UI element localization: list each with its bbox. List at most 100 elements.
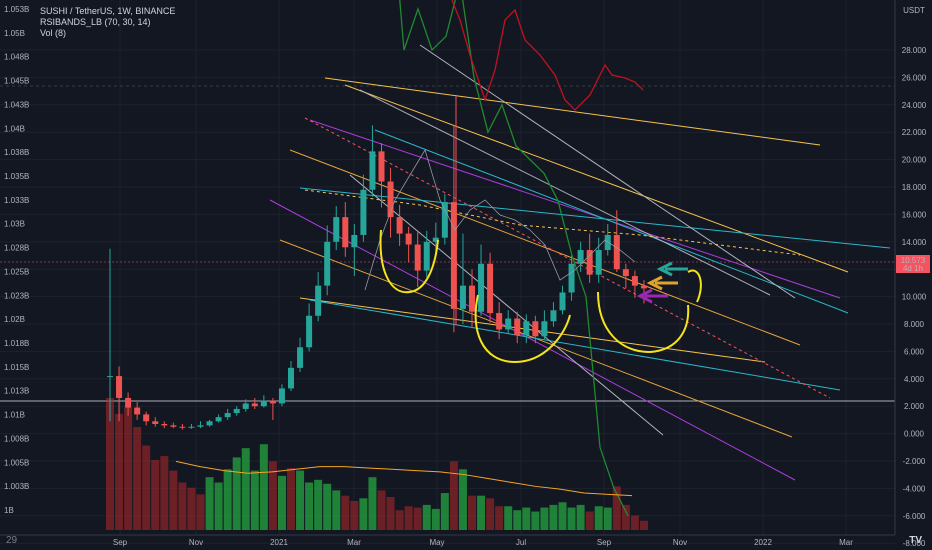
candle-body [179, 426, 186, 428]
candle-body [414, 244, 421, 271]
volume-bar [576, 504, 585, 530]
left-tick-label: 1.04B [4, 124, 25, 133]
volume-bar [115, 413, 124, 530]
volume-bar [178, 482, 187, 530]
time-label: 2022 [754, 538, 772, 547]
trend-lines [269, 44, 891, 481]
left-tick-label: 1B [4, 506, 14, 515]
trend-line [344, 84, 849, 273]
candle-body [107, 376, 113, 378]
volume-bar [522, 507, 531, 530]
candle-body [242, 403, 249, 409]
candle-body [432, 237, 439, 242]
volume-bar [594, 506, 603, 530]
candle-body [514, 318, 521, 335]
trend-line [299, 187, 891, 249]
time-axis-labels: Sep Nov 2021 Mar May Jul Sep Nov 2022 Mar [113, 538, 853, 547]
left-tick-label: 1.05B [4, 29, 25, 38]
candle-body [586, 250, 593, 275]
volume-bar [449, 461, 458, 530]
price-badge [896, 255, 930, 273]
volume-bar [621, 504, 630, 530]
candle-body [459, 285, 466, 309]
time-label: Nov [673, 538, 687, 547]
volume-bar [422, 504, 431, 530]
left-tick-label: 1.02B [4, 315, 25, 324]
left-tick-label: 1.013B [4, 387, 29, 396]
axis-unit: USDT [903, 6, 925, 15]
left-tick-label: 1.038B [4, 148, 29, 157]
candle-body [360, 189, 367, 235]
right-axis-ticks: 28.000 26.000 24.000 22.000 20.000 18.000 16.0… [902, 46, 927, 548]
volume-bar [486, 498, 495, 530]
volume-bar [323, 483, 332, 530]
left-tick-label: 1.015B [4, 363, 29, 372]
volume-bar [124, 407, 133, 530]
volume-bar [241, 448, 250, 530]
left-tick-label: 1.018B [4, 339, 29, 348]
tradingview-logo[interactable]: TV [909, 535, 922, 546]
time-label: Nov [189, 538, 203, 547]
volume-bar [495, 506, 504, 530]
candle-body [170, 425, 177, 427]
candle-body [116, 376, 123, 398]
symbol-title[interactable]: SUSHI / TetherUS, 1W, BINANCE [40, 6, 176, 16]
candle-body [297, 347, 304, 368]
candle-body [568, 263, 575, 293]
hand-drawn-curve [597, 291, 690, 354]
candle-body [233, 408, 240, 414]
candle-body [559, 292, 566, 311]
left-tick-label: 1.03B [4, 220, 25, 229]
price-badge-countdown: 4d 1h [903, 264, 923, 273]
volume-bar [187, 487, 196, 530]
volume-bar [350, 500, 359, 530]
candle-body [604, 234, 611, 251]
hand-drawn-curve [687, 269, 702, 303]
candle-body [396, 217, 403, 234]
footer-left-label: 29 [6, 535, 18, 546]
indicator-rsibands-label[interactable]: RSIBANDS_LB (70, 30, 14) [40, 17, 151, 27]
candle-body [324, 241, 331, 286]
candle-body [640, 285, 647, 289]
candle-body [487, 263, 494, 314]
volume-bar [639, 520, 648, 530]
volume-bar [549, 504, 558, 530]
right-tick-label: 10.000 [902, 293, 927, 302]
right-axis-panel[interactable] [895, 0, 932, 550]
volume-bar [305, 482, 314, 530]
candle-body [351, 234, 358, 248]
trend-line [359, 89, 771, 296]
candle-body [333, 217, 340, 242]
candle-body [541, 321, 548, 337]
candle-body [161, 424, 168, 426]
hand-drawn-curve [379, 229, 439, 294]
candle-body [387, 181, 394, 218]
volume-bar [368, 477, 377, 530]
candle-body [378, 151, 385, 182]
right-tick-label: 0.000 [904, 430, 925, 439]
indicator-volume-label[interactable]: Vol (8) [40, 28, 67, 38]
volume-bar [259, 444, 268, 530]
volume-bar [404, 506, 413, 530]
candle-body [613, 234, 620, 270]
candle-body [631, 276, 638, 286]
volume-bar [440, 493, 449, 530]
price-badge-value: 10.573 [901, 256, 926, 265]
right-tick-label: 24.000 [902, 101, 927, 110]
volume-bar [504, 506, 513, 530]
volume-bar [377, 490, 386, 530]
trend-line [269, 199, 796, 481]
right-tick-label: -6.000 [903, 512, 926, 521]
candle-body [269, 400, 276, 404]
volume-bar [142, 445, 151, 530]
volume-bar [314, 479, 323, 530]
left-tick-label: 1.035B [4, 172, 29, 181]
candle-body [369, 151, 376, 190]
candle-body [405, 233, 412, 245]
volume-bar [341, 495, 350, 530]
candle-body [505, 318, 512, 330]
candle-body [152, 421, 159, 425]
volume-bar [205, 477, 214, 530]
candle-body [532, 321, 539, 337]
